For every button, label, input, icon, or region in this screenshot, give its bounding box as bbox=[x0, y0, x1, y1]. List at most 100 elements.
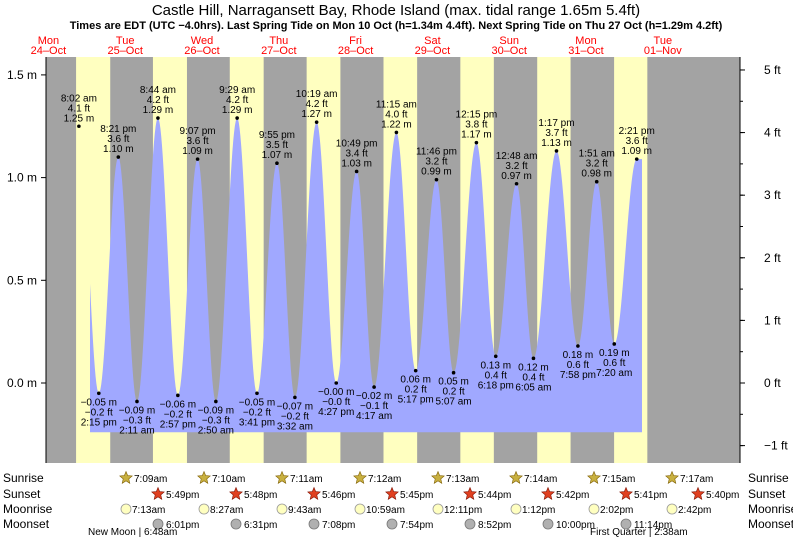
moonset-icon bbox=[386, 518, 398, 530]
moonrise-icon bbox=[354, 503, 366, 515]
high-tide-label: 8:02 am4.1 ft1.25 m bbox=[61, 93, 97, 124]
high-tide-point bbox=[77, 124, 81, 129]
tide-height-m: 0.19 m bbox=[599, 348, 630, 359]
day-headers: Mon24–OctTue25–OctWed26–OctThu27–OctFri2… bbox=[31, 35, 683, 57]
day-label-date: 28–Oct bbox=[338, 45, 373, 57]
low-tide-point bbox=[413, 368, 418, 373]
sunset-time: 5:46pm bbox=[322, 490, 355, 501]
high-tide-label: 9:29 am4.2 ft1.29 m bbox=[219, 85, 255, 116]
day-label-date: 26–Oct bbox=[184, 45, 219, 57]
day-label-date: 01–Nov bbox=[644, 45, 682, 57]
moonset-icon bbox=[542, 518, 554, 530]
tide-height-m: −0.09 m bbox=[119, 405, 155, 416]
low-tide-point bbox=[97, 391, 101, 396]
tide-height-m: 0.06 m bbox=[400, 375, 431, 386]
y-tick-label-ft: 0 ft bbox=[764, 376, 781, 390]
sunrise-time: 7:10am bbox=[212, 474, 245, 485]
tide-height-m: −0.07 m bbox=[277, 401, 313, 412]
tide-height-m: 0.05 m bbox=[438, 377, 469, 388]
plot-area: 8:02 am4.1 ft1.25 m−0.05 m−0.2 ft2:15 pm… bbox=[46, 57, 740, 463]
tide-height-m: 1.09 m bbox=[182, 146, 213, 157]
tide-time: 5:17 pm bbox=[398, 395, 434, 406]
tide-height-m: 1.07 m bbox=[262, 150, 293, 161]
sunrise-icon bbox=[275, 470, 289, 484]
sunset-time: 5:44pm bbox=[478, 490, 511, 501]
high-tide-point bbox=[474, 140, 479, 145]
sunrise-icon bbox=[509, 470, 523, 484]
tide-height-m: −0.06 m bbox=[160, 399, 196, 410]
low-tide-label: 0.19 m0.6 ft7:20 am bbox=[596, 348, 632, 379]
high-tide-point bbox=[314, 120, 319, 124]
tide-time: 2:15 pm bbox=[81, 417, 117, 428]
moonset-icon bbox=[308, 518, 320, 530]
low-tide-label: −0.05 m−0.2 ft3:41 pm bbox=[239, 397, 275, 428]
moonset-icon bbox=[152, 518, 164, 530]
tide-time: 8:44 am bbox=[140, 85, 176, 96]
high-tide-point bbox=[594, 179, 599, 184]
tide-height-m: 1.10 m bbox=[103, 144, 134, 155]
sunset-time: 5:48pm bbox=[244, 490, 277, 501]
moonrise-icon bbox=[588, 503, 600, 515]
moonset-time: 7:54pm bbox=[400, 520, 433, 531]
tide-time: 3:32 am bbox=[277, 421, 313, 432]
low-tide-label: −0.02 m−0.1 ft4:17 am bbox=[356, 391, 392, 422]
tide-time: 8:21 pm bbox=[100, 124, 136, 135]
tide-height-ft: −0.0 ft bbox=[322, 397, 350, 408]
sunset-time: 5:45pm bbox=[400, 490, 433, 501]
high-tide-point bbox=[195, 157, 200, 161]
tide-time: 11:46 pm bbox=[416, 147, 457, 158]
sunset-icon bbox=[463, 486, 477, 500]
moonrise-time: 7:13am bbox=[132, 505, 165, 516]
moonset-time: 6:01pm bbox=[166, 520, 199, 531]
high-tide-point bbox=[235, 116, 239, 120]
sunrise-time: 7:12am bbox=[368, 474, 401, 485]
tide-height-ft: −0.2 ft bbox=[85, 407, 113, 418]
tide-height-m: 1.25 m bbox=[64, 113, 95, 124]
low-tide-label: 0.13 m0.4 ft6:18 pm bbox=[478, 360, 514, 391]
tide-time: 4:17 am bbox=[356, 411, 392, 422]
high-tide-label: 11:46 pm3.2 ft0.99 m bbox=[416, 147, 457, 178]
day-label-dow: Sat bbox=[424, 35, 441, 47]
moonrise-time: 9:43am bbox=[288, 505, 321, 516]
low-tide-label: −0.09 m−0.3 ft2:50 am bbox=[198, 405, 234, 436]
tide-height-ft: 0.6 ft bbox=[603, 358, 625, 369]
tide-height-m: 1.29 m bbox=[143, 105, 174, 116]
y-axis-feet: 5 ft 4 ft 3 ft 2 ft 1 ft 0 ft −1 ft bbox=[739, 57, 788, 463]
tide-time: 7:58 pm bbox=[560, 370, 596, 381]
day-label-dow: Tue bbox=[116, 35, 135, 47]
moon-phase-new: New Moon | 6:48am bbox=[88, 527, 177, 538]
tide-height-ft: 0.6 ft bbox=[567, 360, 589, 371]
sunrise-icon bbox=[665, 470, 679, 484]
y-tick-label-m: 1.5 m bbox=[7, 68, 37, 82]
sunrise-icon bbox=[431, 470, 445, 484]
moonrise-time: 10:59am bbox=[366, 505, 405, 516]
day-label-dow: Thu bbox=[269, 35, 288, 47]
sunset-time: 5:40pm bbox=[706, 490, 739, 501]
high-tide-label: 1:51 am3.2 ft0.98 m bbox=[579, 149, 615, 180]
sunrise-icon bbox=[197, 470, 211, 484]
low-tide-label: −0.06 m−0.2 ft2:57 pm bbox=[160, 399, 196, 430]
moonrise-icon bbox=[198, 503, 210, 515]
tide-height-m: 0.13 m bbox=[480, 360, 511, 371]
moonrise-icon bbox=[276, 503, 288, 515]
tide-height-m: 0.98 m bbox=[581, 169, 612, 180]
low-tide-label: 0.18 m0.6 ft7:58 pm bbox=[560, 350, 596, 381]
low-tide-point bbox=[293, 395, 297, 400]
low-tide-point bbox=[135, 399, 139, 404]
tide-time: 1:51 am bbox=[579, 149, 615, 160]
low-tide-point bbox=[531, 356, 536, 361]
high-tide-label: 2:21 pm3.6 ft1.09 m bbox=[619, 126, 655, 157]
low-tide-point bbox=[493, 354, 498, 359]
low-tide-point bbox=[372, 385, 376, 389]
low-tide-point bbox=[255, 391, 259, 396]
moonset-icon bbox=[464, 518, 476, 530]
tide-height-ft: 4.2 ft bbox=[226, 95, 248, 106]
tide-time: 5:07 am bbox=[436, 397, 472, 408]
low-tide-point bbox=[576, 344, 580, 348]
tide-time: 9:07 pm bbox=[180, 126, 216, 137]
y-tick-label-ft: 3 ft bbox=[764, 188, 781, 202]
tide-time: 2:11 am bbox=[119, 425, 154, 436]
moonset-time: 8:52pm bbox=[478, 520, 511, 531]
tide-height-m: 1.22 m bbox=[381, 119, 412, 130]
sunset-time: 5:42pm bbox=[556, 490, 589, 501]
